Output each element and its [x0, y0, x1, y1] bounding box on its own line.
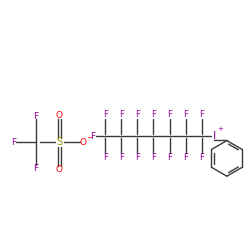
Text: F: F — [151, 110, 156, 119]
Text: F: F — [103, 110, 108, 119]
Text: F: F — [119, 110, 124, 119]
Text: F: F — [135, 154, 140, 162]
Text: F: F — [11, 138, 16, 147]
Text: F: F — [34, 164, 38, 173]
Text: −: − — [86, 133, 92, 142]
Text: F: F — [199, 154, 204, 162]
Text: F: F — [167, 154, 172, 162]
Text: F: F — [199, 110, 204, 119]
Text: F: F — [151, 154, 156, 162]
Text: F: F — [183, 154, 188, 162]
Text: +: + — [218, 126, 224, 132]
Text: F: F — [103, 154, 108, 162]
Text: F: F — [90, 132, 96, 140]
Text: F: F — [119, 154, 124, 162]
Text: I: I — [213, 131, 216, 141]
Text: F: F — [167, 110, 172, 119]
Text: O: O — [80, 138, 86, 147]
Text: O: O — [56, 165, 63, 174]
Text: F: F — [183, 110, 188, 119]
Text: F: F — [135, 110, 140, 119]
Text: F: F — [34, 112, 38, 121]
Text: S: S — [56, 137, 62, 147]
Text: O: O — [56, 110, 63, 120]
